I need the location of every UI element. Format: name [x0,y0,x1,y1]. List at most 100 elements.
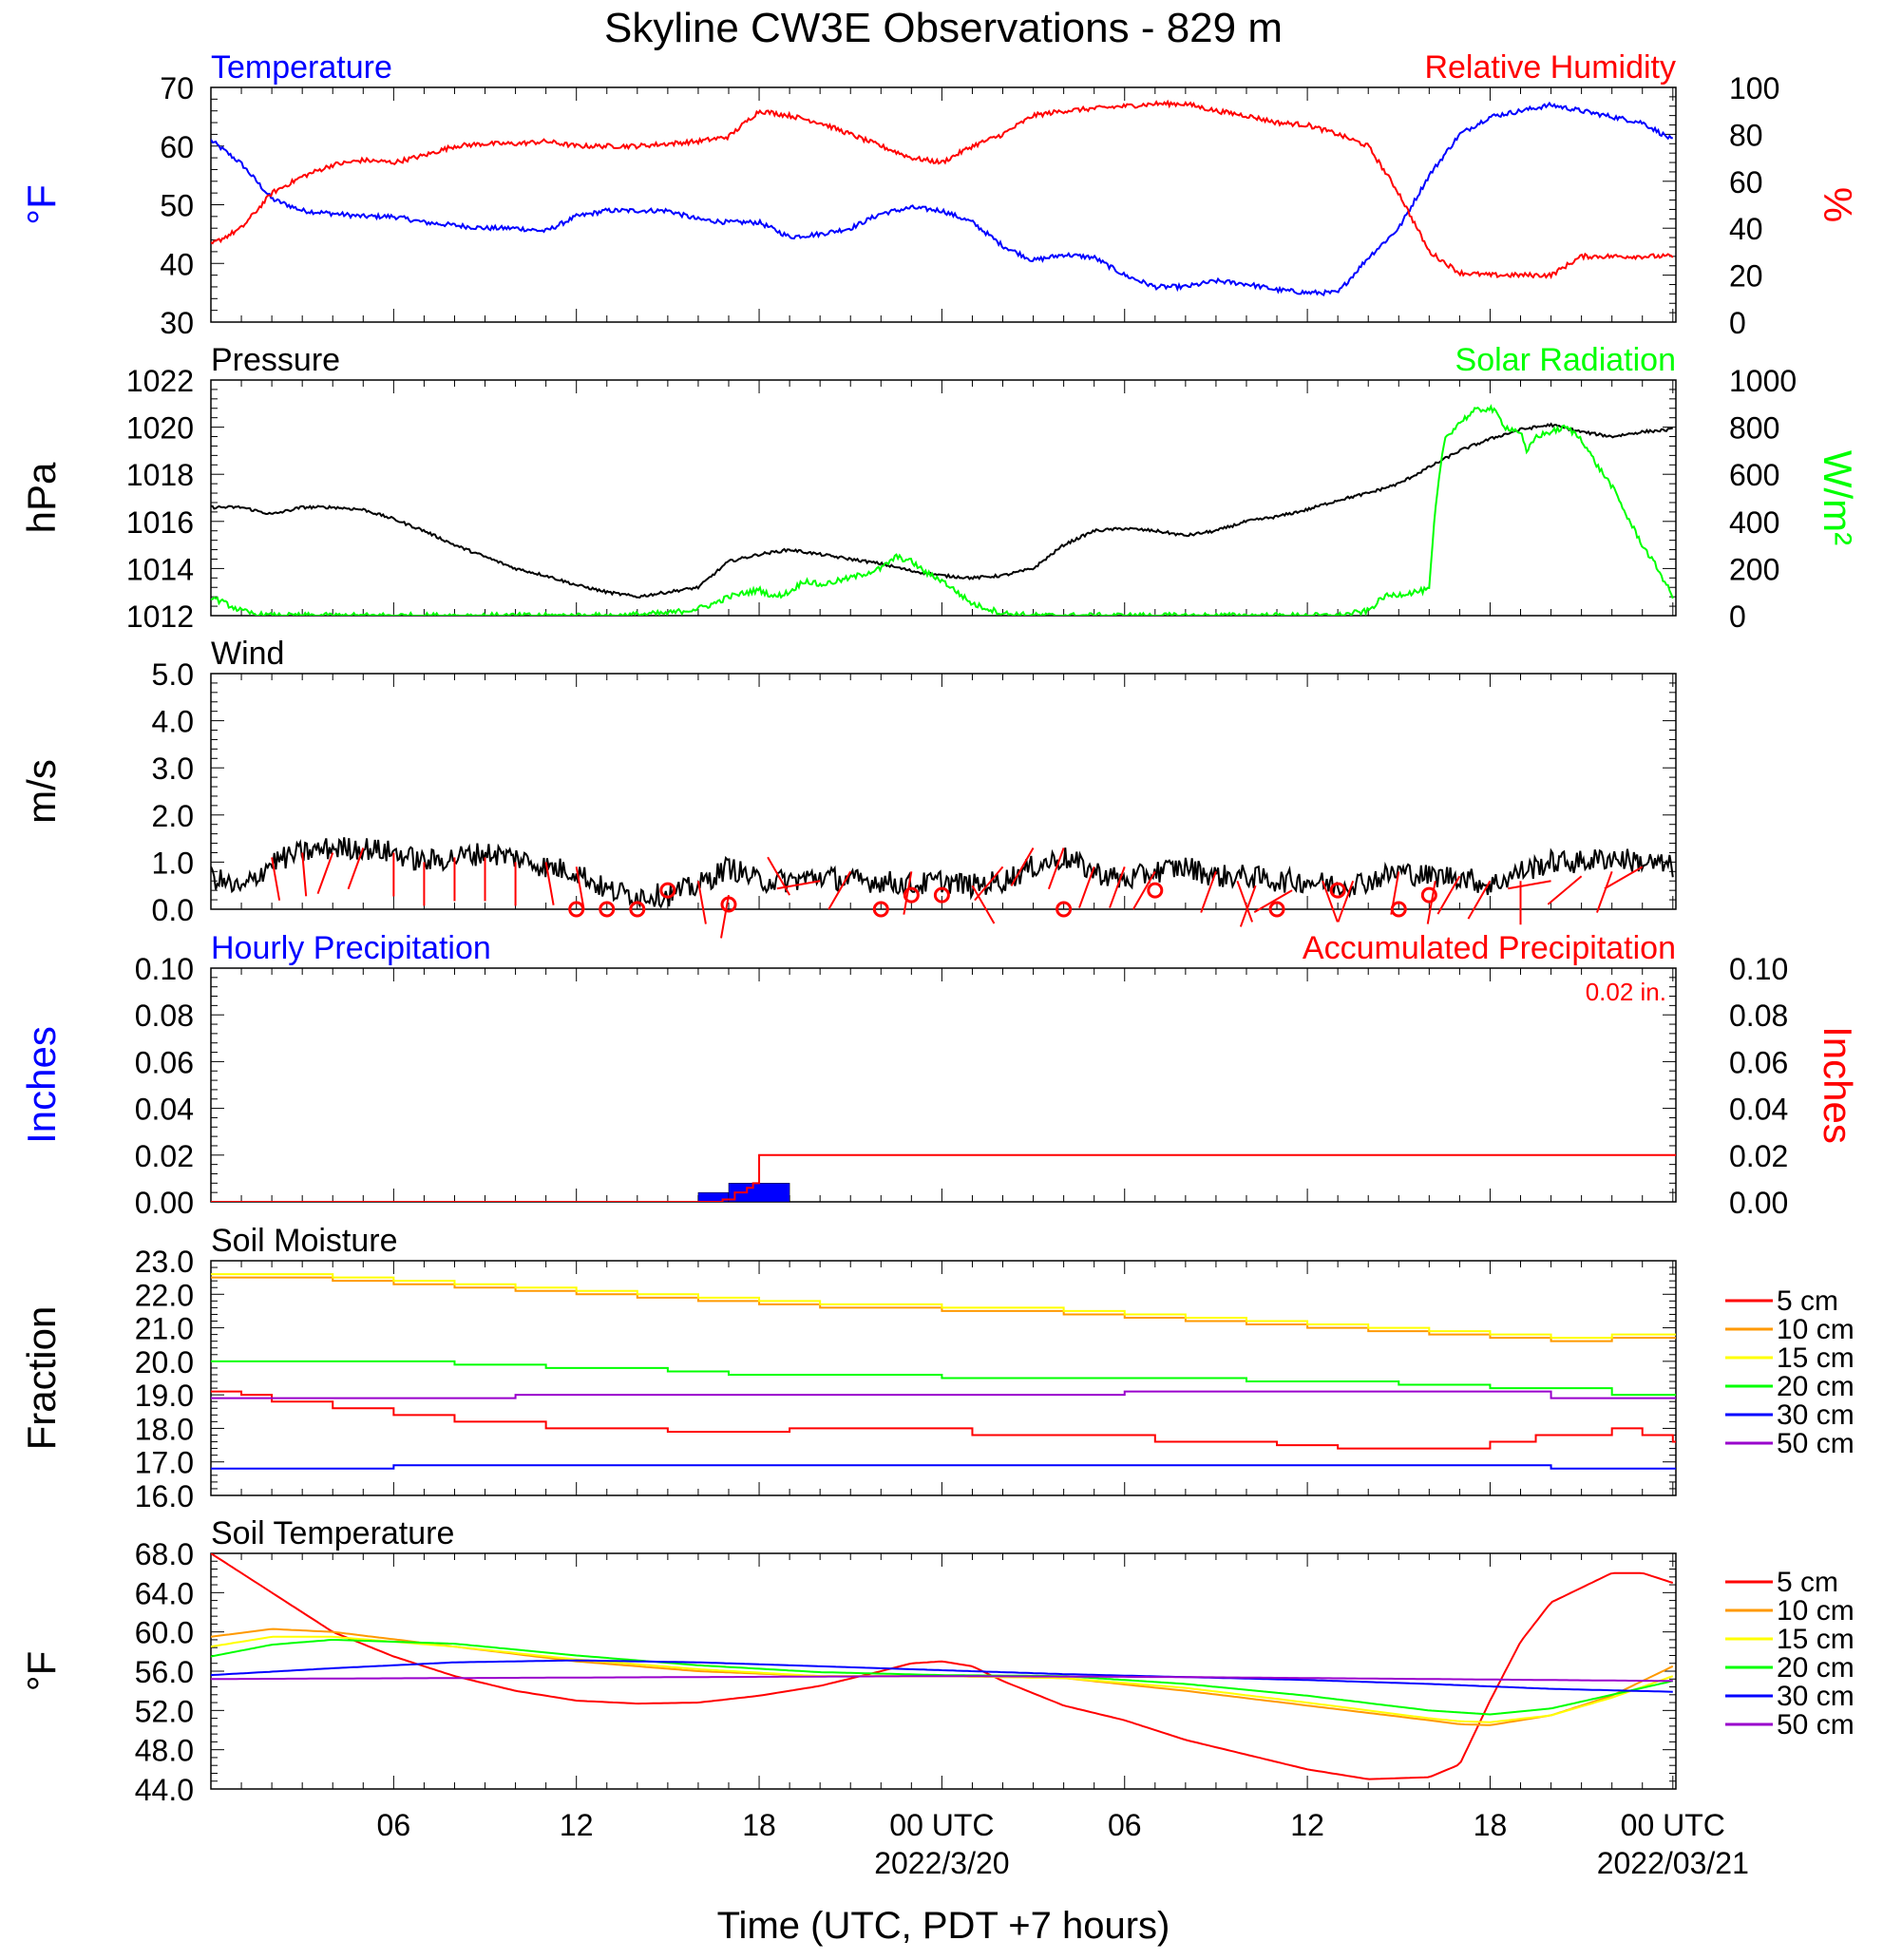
y2-tick-label: 0.08 [1729,999,1788,1033]
wind-barb [903,871,913,915]
y-tick-label: 16.0 [135,1479,194,1513]
x-tick-label: 00 UTC [1621,1808,1725,1842]
y-tick-label: 5.0 [152,657,194,692]
y2-axis-label: Inches [1816,1026,1860,1144]
panel-right-title: Accumulated Precipitation [1303,930,1676,966]
panel-4: 0.00 0.02 0.04 0.06 0.08 0.10 0.00 0.02 0.04 0.06… [19,930,1860,1220]
series-accumulated-precipitation-line [211,1153,1676,1202]
wind-barb [1547,875,1583,905]
calm-wind-marker [599,901,616,918]
calm-wind-marker [1056,901,1073,918]
calm-wind-marker [720,896,737,913]
calm-wind-marker [872,901,889,918]
calm-wind-marker [1390,901,1407,918]
x-tick-label: 12 [1290,1808,1324,1842]
y2-tick-label: 800 [1729,411,1779,446]
legend-label: 5 cm [1777,1567,1838,1598]
calm-wind-marker [1329,882,1346,899]
legend-label: 30 cm [1777,1399,1854,1431]
plot-frame [210,967,1677,1203]
y-tick-label: 48.0 [135,1734,194,1768]
y-tick-label: 0.06 [135,1045,194,1079]
panel-right-title: Solar Radiation [1455,342,1676,378]
y2-tick-label: 0.04 [1729,1093,1788,1127]
calm-wind-marker [568,901,585,918]
y-tick-label: 0.10 [135,952,194,986]
wind-barb [696,881,707,924]
y-tick-label: 2.0 [152,799,194,833]
x-axis: 06 12 18 00 UTC 06 12 18 00 UTC 2022/3/20 2022/03… [377,1808,1749,1880]
legend-label: 20 cm [1777,1371,1854,1402]
y-tick-label: 64.0 [135,1576,194,1610]
series-5-cm-line [211,1553,1674,1780]
x-tick-label: 12 [560,1808,594,1842]
wind-barb [1239,885,1257,927]
plot-frame [210,673,1677,910]
y2-tick-label: 40 [1729,212,1763,246]
chart-title: Skyline CW3E Observations - 829 m [604,5,1283,51]
y2-tick-label: 200 [1729,552,1779,586]
plot-frame [210,1260,1677,1496]
y-tick-label: 0.02 [135,1139,194,1173]
calm-wind-marker [659,882,676,899]
wind-barb [827,870,852,910]
panels: 30 40 50 60 70 0 20 40 60 80 100 Temperature Relativ… [19,49,1860,1807]
y2-tick-label: 80 [1729,118,1763,152]
y-tick-label: 0.0 [152,893,194,927]
y-tick-label: 1018 [126,458,194,492]
panel-left-title: Hourly Precipitation [211,930,491,966]
y-tick-label: 1014 [126,552,194,586]
wind-barb [575,866,585,910]
x-date-label: 2022/3/20 [874,1846,1009,1880]
y-tick-label: 1020 [126,411,194,446]
y2-tick-label: 100 [1729,71,1779,105]
legend-label: 20 cm [1777,1652,1854,1684]
y-tick-label: 3.0 [152,752,194,786]
y-axis-label: hPa [19,462,64,533]
wind-barb [301,852,308,897]
wind-barb [971,885,996,924]
wind-barb [1436,875,1461,915]
panel-5: 16.017.018.019.020.021.022.023.0 Soil Moi… [19,1223,1854,1513]
legend-label: 30 cm [1777,1681,1854,1712]
y-tick-label: 4.0 [152,705,194,739]
plot-frame [210,379,1677,617]
series-50-cm-line [211,1390,1676,1399]
panel-6: 44.0 48.0 52.0 56.0 60.0 64.0 68.0 Soil Tempera… [19,1515,1854,1807]
legend-label: 50 cm [1777,1428,1854,1459]
y-tick-label: 70 [160,71,194,105]
series-relative-humidity-line [211,99,1674,280]
y-tick-label: 1022 [126,364,194,398]
y-tick-label: 40 [160,247,194,281]
calm-wind-marker [933,886,950,904]
y2-tick-label: 0.10 [1729,952,1788,986]
panel-1: 30 40 50 60 70 0 20 40 60 80 100 Temperature Relativ… [19,49,1860,340]
y-tick-label: 50 [160,189,194,223]
x-axis-label: Time (UTC, PDT +7 hours) [717,1905,1170,1947]
wind-barb [1236,880,1254,923]
x-tick-label: 18 [742,1808,776,1842]
wind-barb [271,857,281,901]
y-tick-label: 23.0 [135,1245,194,1279]
y-tick-label: 22.0 [135,1278,194,1312]
wind-barb [1078,866,1095,908]
y-tick-label: 0.04 [135,1093,194,1127]
panel-annotation: 0.02 in. [1586,978,1666,1006]
y-tick-label: 1012 [126,599,194,634]
wind-barb [1322,880,1339,923]
y-axis-label: Fraction [19,1306,64,1451]
y2-tick-label: 0 [1729,599,1746,634]
y-tick-label: 1016 [126,505,194,540]
wind-barb [1253,889,1293,914]
y-tick-label: 52.0 [135,1694,194,1728]
wind-barb [544,862,555,905]
wind-barb [720,894,730,939]
wind-barb [347,847,365,890]
wind-barb [316,852,334,895]
wind-barb [1604,866,1644,890]
legend-label: 15 cm [1777,1342,1854,1374]
panel-left-title: Soil Temperature [211,1515,454,1551]
legend-label: 10 cm [1777,1314,1854,1345]
x-tick-label: 00 UTC [889,1808,994,1842]
